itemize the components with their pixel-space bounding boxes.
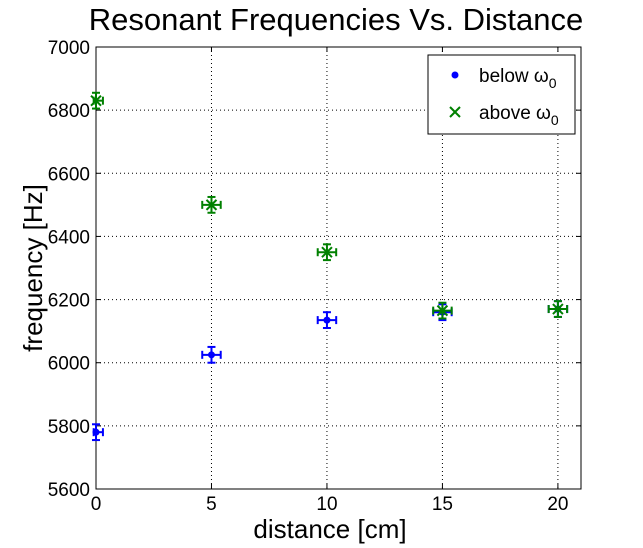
data-point-stroke-b: [90, 94, 102, 107]
data-point: [205, 199, 218, 211]
legend: below ω0 above ω0: [427, 54, 576, 135]
y-tick-label: 7000: [48, 38, 90, 59]
legend-label-subscript: 0: [549, 75, 557, 91]
data-point-stroke-b: [552, 303, 564, 315]
data-point: [90, 94, 102, 107]
legend-label: below ω0: [479, 66, 557, 91]
y-tick-label: 5600: [48, 480, 90, 501]
chart-title: Resonant Frequencies Vs. Distance: [89, 2, 584, 37]
y-tick-label: 6000: [48, 354, 90, 375]
data-point: [92, 428, 100, 436]
data-point: [321, 246, 333, 258]
data-point-stroke-b: [205, 199, 218, 211]
x-tick-label: 5: [206, 494, 217, 515]
legend-item-2: above ω0: [449, 103, 559, 128]
series-1: [92, 300, 569, 442]
data-point: [436, 304, 449, 317]
data-series: [90, 91, 569, 442]
error-bar: [316, 311, 338, 329]
y-tick-label: 6800: [48, 101, 90, 122]
data-point-stroke-b: [436, 304, 449, 317]
y-tick-label: 6600: [48, 164, 90, 185]
y-tick-label: 6400: [48, 227, 90, 248]
plot-frame: [95, 46, 582, 490]
y-tick-label: 6200: [48, 291, 90, 312]
data-point: [323, 316, 331, 324]
legend-label-subscript: 0: [551, 112, 559, 128]
axis-ticks: 0 5 10 15 20 5600 5800 6000 6200 6400 6600 6800 7000: [48, 38, 581, 515]
x-axis-title: distance [cm]: [253, 514, 406, 544]
y-axis-title: frequency [Hz]: [18, 184, 48, 352]
legend-label: above ω0: [479, 103, 559, 128]
series-2: [90, 91, 569, 320]
data-point: [207, 351, 215, 359]
legend-marker: [451, 71, 459, 79]
x-tick-label: 15: [432, 494, 453, 515]
x-tick-label: 0: [91, 494, 102, 515]
y-tick-label: 5800: [48, 417, 90, 438]
x-tick-label: 10: [316, 494, 337, 515]
x-tick-label: 20: [547, 494, 568, 515]
legend-box: [427, 54, 576, 135]
legend-marker: [449, 106, 461, 118]
data-point-stroke-b: [321, 246, 333, 258]
data-point: [552, 303, 564, 315]
legend-item-1: below ω0: [451, 66, 557, 91]
error-bar: [92, 91, 104, 110]
legend-marker-stroke-b: [449, 106, 461, 118]
